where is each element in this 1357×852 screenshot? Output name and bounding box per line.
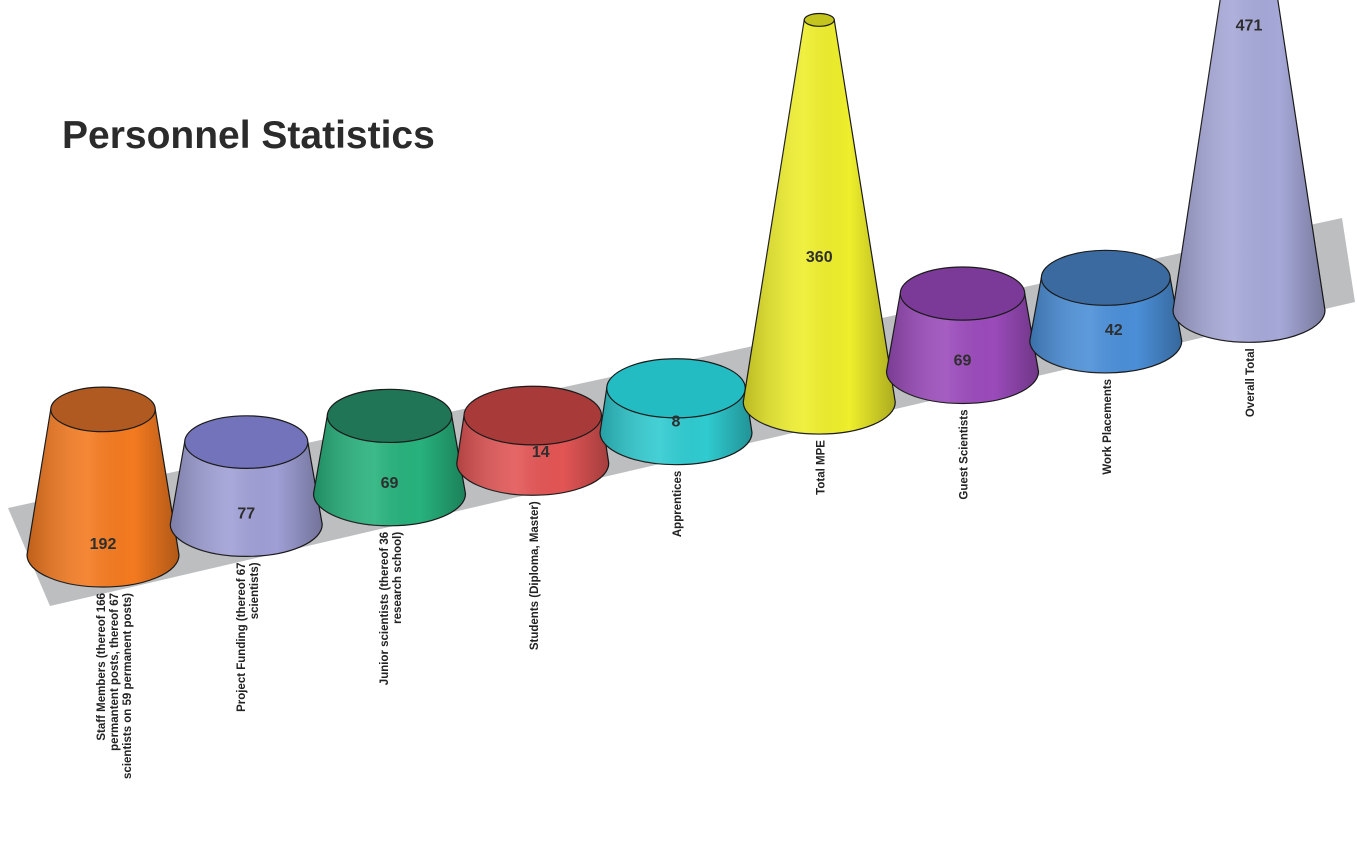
- bar-6: [885, 266, 1040, 405]
- bar-shading: [1173, 0, 1325, 343]
- bar-top: [463, 385, 603, 446]
- chart-title: Personnel Statistics: [62, 114, 435, 157]
- category-label: Apprentices: [672, 471, 684, 537]
- value-label: 360: [806, 249, 833, 266]
- bar-shading: [170, 442, 323, 557]
- bar-shading: [886, 293, 1039, 404]
- category-label: Staff Members (thereof 166permantent pos…: [96, 593, 134, 779]
- category-label: Students (Diploma, Master): [529, 501, 541, 650]
- bar-top: [899, 266, 1026, 321]
- value-label: 42: [1105, 322, 1123, 339]
- category-label: Project Funding (thereof 67scientists): [236, 562, 261, 712]
- value-label: 8: [672, 414, 681, 431]
- bar-top: [803, 12, 835, 27]
- bar-shading: [27, 409, 179, 587]
- bar-4: [599, 358, 753, 466]
- category-label: Work Placements: [1102, 379, 1114, 475]
- bar-top: [1040, 249, 1171, 306]
- category-label: Junior scientists (thereof 36research sc…: [379, 532, 404, 686]
- bar-8: [1172, 0, 1326, 343]
- bar-1: [169, 415, 323, 557]
- bar-shading: [1029, 277, 1182, 373]
- bar-top: [326, 388, 453, 444]
- value-label: 69: [381, 475, 399, 492]
- bar-top: [50, 386, 156, 433]
- value-label: 69: [954, 352, 972, 369]
- bar-2: [312, 388, 467, 527]
- bar-0: [26, 386, 180, 588]
- bar-5: [742, 12, 896, 435]
- category-label: Guest Scientists: [959, 409, 971, 499]
- bar-top: [184, 415, 309, 469]
- category-label: Overall Total: [1245, 348, 1257, 417]
- value-label: 471: [1236, 17, 1263, 34]
- bar-7: [1029, 249, 1183, 374]
- bar-top: [606, 358, 746, 419]
- value-label: 77: [237, 505, 255, 522]
- value-label: 14: [532, 444, 550, 461]
- bar-shading: [313, 415, 466, 526]
- category-label: Total MPE: [815, 440, 827, 495]
- value-label: 192: [90, 536, 117, 553]
- bar-3: [456, 385, 610, 496]
- bar-shading: [743, 19, 896, 435]
